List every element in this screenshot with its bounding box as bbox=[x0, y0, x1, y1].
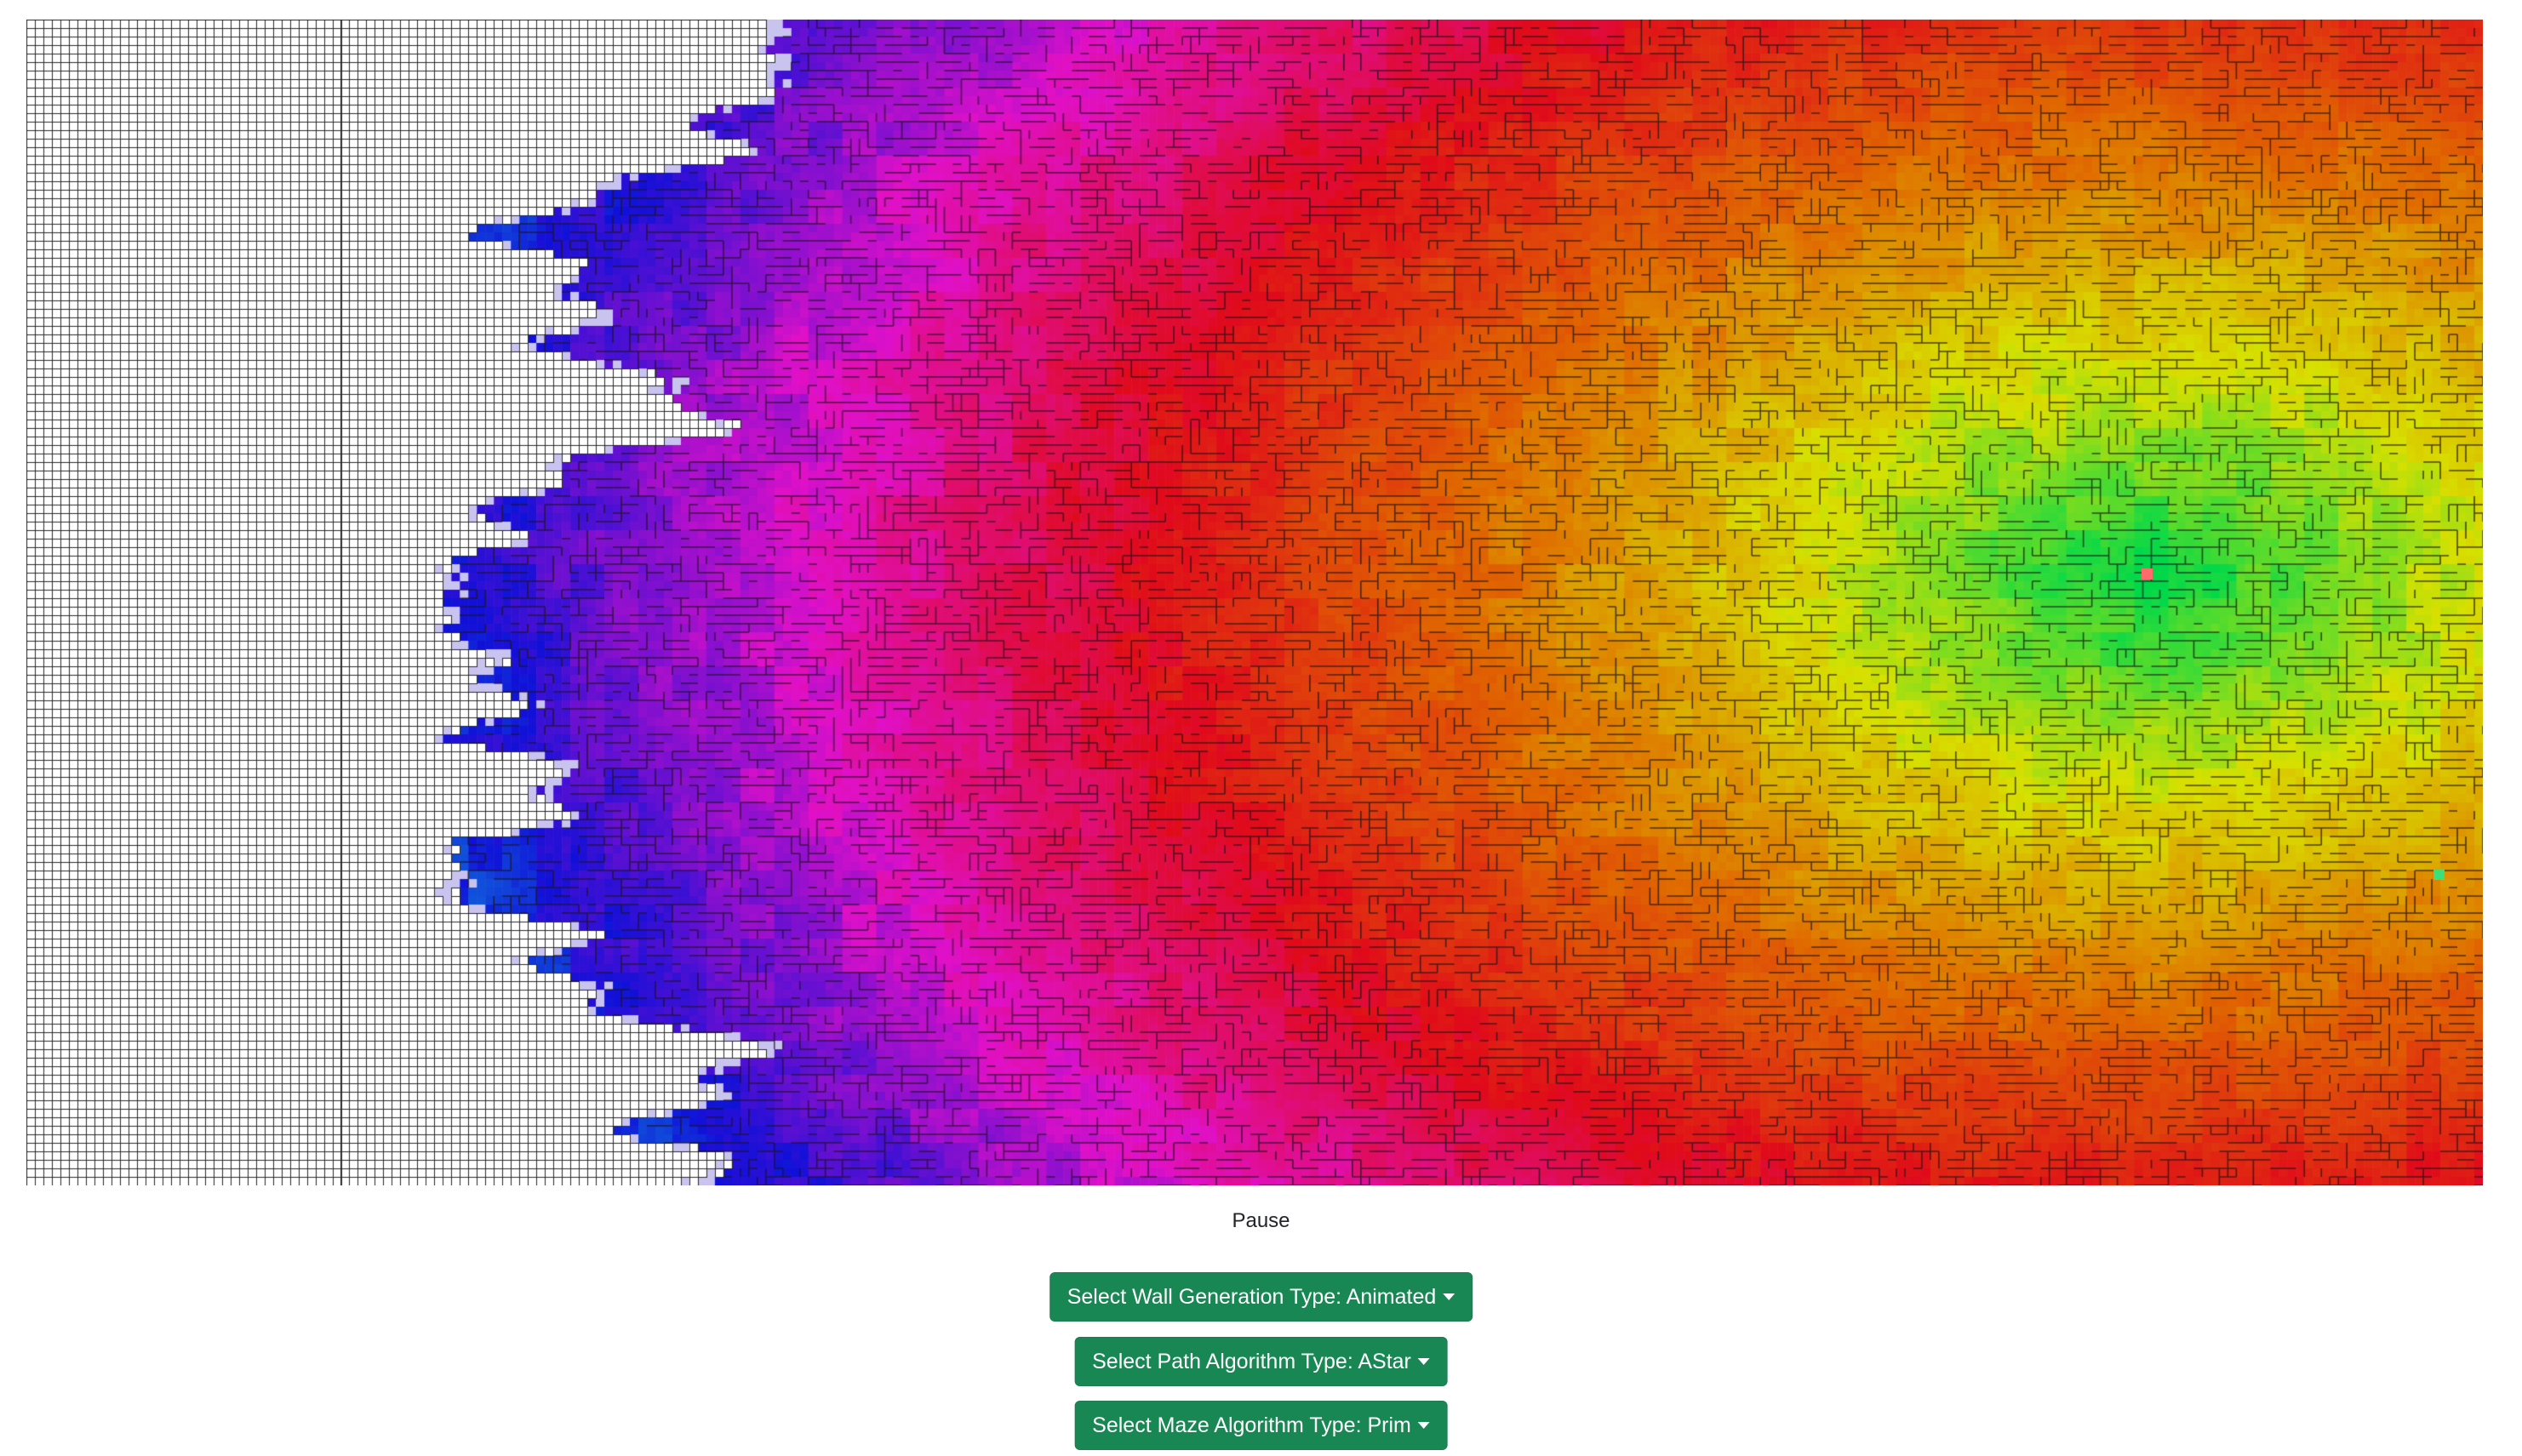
caret-down-icon bbox=[1443, 1293, 1455, 1300]
end-node-icon[interactable] bbox=[2433, 869, 2445, 880]
pause-button[interactable]: Pause bbox=[0, 1200, 2522, 1242]
wall-generation-type-dropdown[interactable]: Select Wall Generation Type: Animated bbox=[1049, 1272, 1473, 1322]
caret-down-icon bbox=[1417, 1358, 1430, 1365]
path-algorithm-type-label: Select Path Algorithm Type: AStar bbox=[1092, 1350, 1411, 1373]
maze-algorithm-type-label: Select Maze Algorithm Type: Prim bbox=[1092, 1413, 1411, 1437]
maze-canvas[interactable] bbox=[26, 20, 2483, 1185]
caret-down-icon bbox=[1417, 1422, 1430, 1429]
maze-grid[interactable] bbox=[26, 20, 2483, 1185]
path-algorithm-type-dropdown[interactable]: Select Path Algorithm Type: AStar bbox=[1074, 1337, 1448, 1386]
maze-algorithm-type-dropdown[interactable]: Select Maze Algorithm Type: Prim bbox=[1074, 1401, 1448, 1450]
wall-generation-type-label: Select Wall Generation Type: Animated bbox=[1067, 1285, 1437, 1309]
start-node-icon[interactable] bbox=[2142, 568, 2153, 580]
